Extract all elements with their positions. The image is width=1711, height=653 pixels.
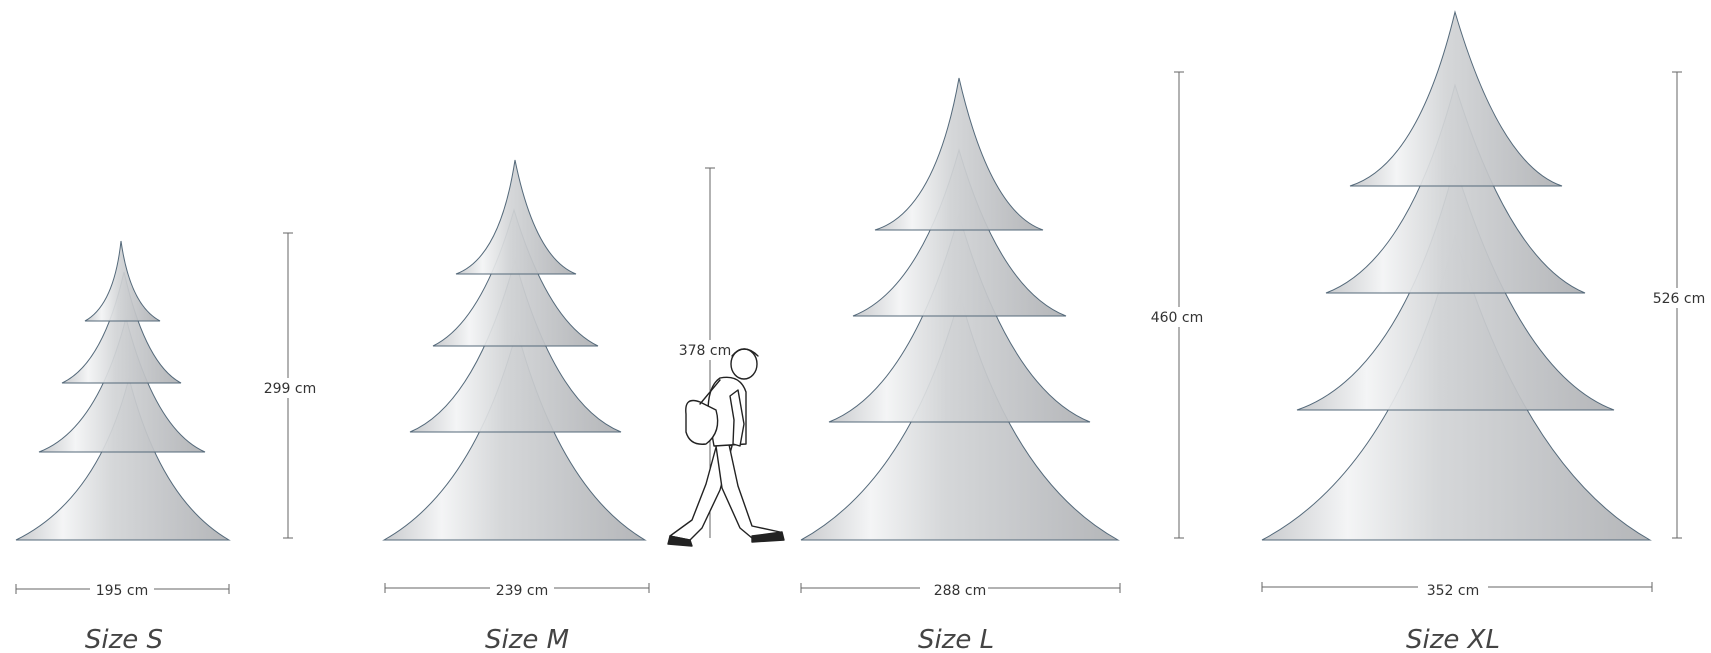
height-label-s: 299 cm xyxy=(264,381,317,397)
size-label-l: Size L xyxy=(918,625,994,653)
walking-person-icon xyxy=(667,348,785,547)
tree-size-xl xyxy=(1261,10,1652,541)
size-label-s: Size S xyxy=(85,625,163,653)
size-label-xl: Size XL xyxy=(1406,625,1500,653)
height-label-m: 378 cm xyxy=(679,343,732,359)
width-label-l: 288 cm xyxy=(934,583,987,599)
tree-size-l xyxy=(800,77,1120,541)
width-label-xl: 352 cm xyxy=(1427,583,1480,599)
tree-size-s xyxy=(15,240,231,541)
width-label-s: 195 cm xyxy=(96,583,149,599)
size-label-m: Size M xyxy=(485,625,569,653)
tree-m-tier-1 xyxy=(455,159,577,275)
height-label-xl: 526 cm xyxy=(1653,291,1706,307)
tree-size-m xyxy=(382,159,647,541)
height-label-l: 460 cm xyxy=(1151,310,1204,326)
tree-l-tier-1 xyxy=(874,77,1044,231)
width-label-m: 239 cm xyxy=(496,583,549,599)
tree-xl-tier-1 xyxy=(1349,10,1563,187)
tree-s-tier-1 xyxy=(84,240,161,322)
